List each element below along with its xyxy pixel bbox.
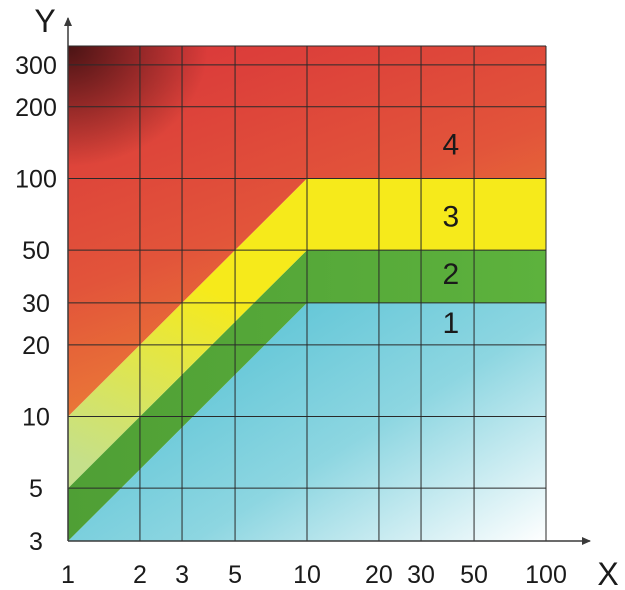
y-tick-label-200: 200 — [15, 94, 57, 122]
y-tick-label-50: 50 — [22, 237, 50, 265]
y-tick-label-30: 30 — [22, 290, 50, 318]
x-tick-label-50: 50 — [460, 561, 488, 589]
y-tick-label-100: 100 — [15, 165, 57, 193]
x-tick-label-30: 30 — [407, 561, 435, 589]
x-tick-label-20: 20 — [365, 561, 393, 589]
region-4-shading — [68, 46, 208, 166]
x-tick-label-2: 2 — [133, 561, 147, 589]
region-1-label: 1 — [443, 307, 460, 340]
x-tick-label-1: 1 — [61, 561, 75, 589]
y-tick-label-300: 300 — [15, 52, 57, 80]
y-axis-title: Y — [34, 3, 55, 39]
region-3-label: 3 — [443, 200, 460, 233]
y-tick-label-10: 10 — [22, 404, 50, 432]
y-tick-label-3: 3 — [29, 528, 43, 556]
x-tick-label-10: 10 — [293, 561, 321, 589]
y-tick-label-20: 20 — [22, 332, 50, 360]
region-4-label: 4 — [443, 129, 460, 162]
axes-layer — [64, 17, 591, 545]
y-tick-label-5: 5 — [29, 475, 43, 503]
x-tick-label-3: 3 — [175, 561, 189, 589]
region-2-area — [68, 250, 546, 541]
region-2-label: 2 — [443, 258, 460, 291]
x-axis-title: X — [597, 556, 618, 590]
x-tick-label-100: 100 — [525, 561, 567, 589]
grid-layer — [67, 45, 547, 542]
x-tick-label-5: 5 — [228, 561, 242, 589]
